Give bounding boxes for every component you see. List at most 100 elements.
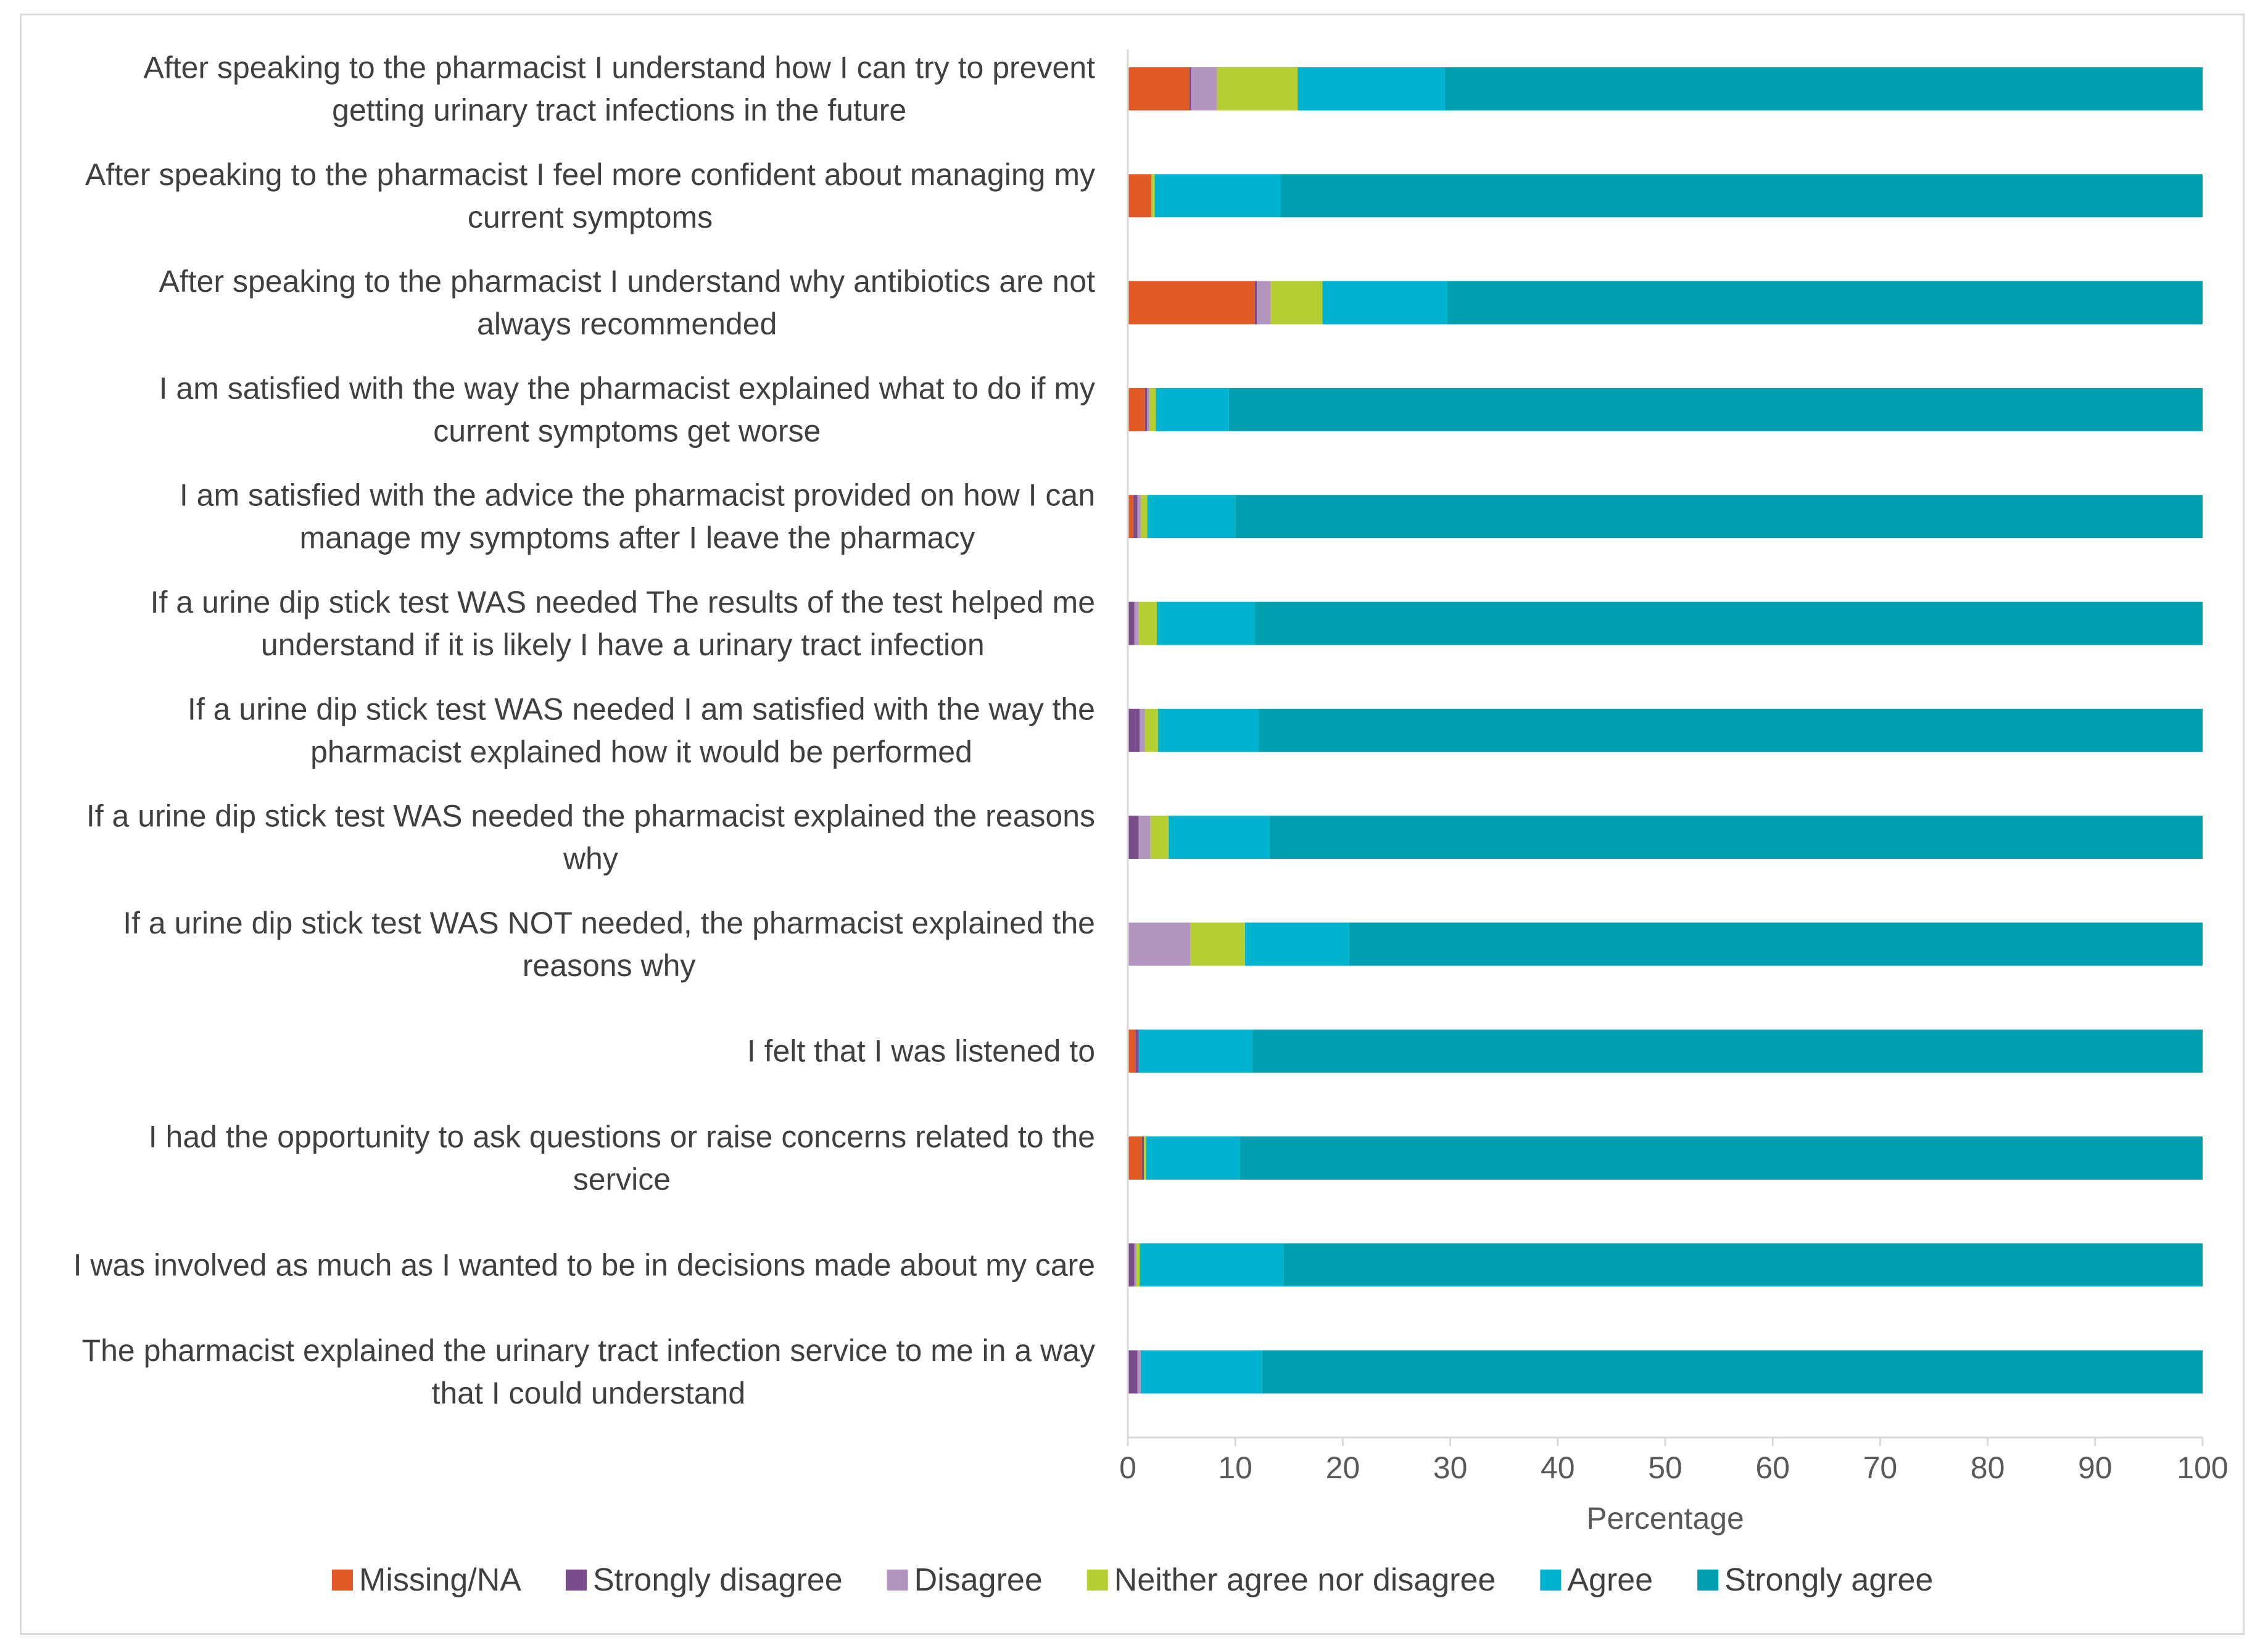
bar-segment-row4-series5 [1235,495,2203,539]
bar-segment-row12-series5 [1262,1350,2203,1394]
bar-segment-row1-series3 [1151,174,1155,218]
bar-segment-row8-series4 [1244,922,1349,966]
bar-segment-row1-series0 [1128,174,1152,218]
bar-segment-row6-series1 [1128,708,1140,752]
bar-segment-row10-series3 [1144,1136,1146,1180]
bar-segment-row11-series5 [1283,1243,2203,1287]
bar-segment-row5-series4 [1157,602,1255,645]
x-tick-label-0: 0 [1119,1450,1136,1485]
bar-segment-row11-series1 [1128,1243,1135,1287]
category-label-4-line-0: I am satisfied with the advice the pharm… [180,478,1095,513]
bar-segment-row1-series5 [1280,174,2203,218]
bar-segment-row2-series3 [1270,281,1323,325]
x-tick-label-9: 90 [2078,1450,2113,1485]
bar-segment-row8-series3 [1190,922,1245,966]
category-label-7-line-0: If a urine dip stick test WAS needed the… [86,799,1095,834]
x-tick-label-8: 80 [1971,1450,2005,1485]
category-label-5-line-1: understand if it is likely I have a urin… [261,627,985,662]
bar-segment-row6-series4 [1157,708,1259,752]
bar-segment-row0-series2 [1191,67,1217,110]
x-axis: 0 10 20 30 40 50 60 70 80 90 100 [1119,49,2229,1485]
category-label-6-line-1: pharmacist explained how it would be per… [310,734,972,769]
bar-segment-row2-series2 [1257,281,1271,325]
bar-segment-row12-series2 [1137,1350,1141,1394]
legend-label-3: Neither agree nor disagree [1114,1562,1496,1598]
bar-segment-row6-series3 [1144,708,1158,752]
bar-segment-row4-series0 [1128,495,1133,539]
x-tick-label-10: 100 [2177,1450,2228,1485]
bar-segment-row9-series4 [1138,1029,1253,1073]
bar-segment-row4-series3 [1140,495,1148,539]
x-tick-label-7: 70 [1863,1450,1898,1485]
bar-segment-row10-series1 [1141,1136,1144,1180]
legend-swatch-2 [887,1570,908,1591]
legend-swatch-0 [332,1570,353,1591]
bar-segment-row3-series3 [1149,387,1156,431]
x-tick-label-1: 10 [1218,1450,1252,1485]
bar-segment-row5-series5 [1254,602,2203,645]
category-label-6-line-0: If a urine dip stick test WAS needed I a… [188,692,1095,726]
bar-segment-row1-series4 [1154,174,1281,218]
legend-label-4: Agree [1567,1562,1653,1598]
bar-segment-row5-series1 [1128,602,1135,645]
bar-segment-row0-series3 [1217,67,1298,110]
x-tick-label-3: 30 [1433,1450,1468,1485]
category-label-2-line-1: always recommended [477,307,777,341]
category-label-11-line-0: I was involved as much as I wanted to be… [73,1248,1095,1282]
category-label-1-line-1: current symptoms [468,200,713,234]
category-label-10-line-1: service [573,1162,671,1197]
bar-segment-row10-series4 [1146,1136,1240,1180]
bar-segment-row4-series1 [1133,495,1138,539]
bar-segment-row7-series3 [1150,816,1169,859]
bar-segment-row9-series5 [1252,1029,2203,1073]
category-label-9-line-0: I felt that I was listened to [747,1034,1095,1069]
legend-label-1: Strongly disagree [593,1562,843,1598]
category-label-0-line-0: After speaking to the pharmacist I under… [143,51,1095,85]
bar-segment-row5-series2 [1134,602,1139,645]
bar-segment-row2-series0 [1128,281,1255,325]
bar-segment-row0-series1 [1189,67,1191,110]
bar-segment-row8-series5 [1349,922,2203,966]
category-label-0-line-1: getting urinary tract infections in the … [332,93,906,128]
category-label-8-line-1: reasons why [523,948,696,983]
bar-segment-row3-series5 [1228,387,2203,431]
legend: Missing/NA Strongly disagree Disagree Neith… [332,1562,1933,1598]
bar-segment-row0-series0 [1128,67,1190,110]
bar-segment-row10-series0 [1128,1136,1142,1180]
bar-segment-row9-series1 [1135,1029,1139,1073]
bar-segment-row12-series1 [1128,1350,1138,1394]
bar-segment-row0-series4 [1297,67,1445,110]
bars-group [1128,67,2203,1394]
bar-segment-row3-series1 [1144,387,1148,431]
bar-segment-row3-series0 [1128,387,1145,431]
x-tick-label-4: 40 [1541,1450,1575,1485]
bar-segment-row2-series5 [1447,281,2203,325]
category-label-4-line-1: manage my symptoms after I leave the pha… [299,521,975,555]
legend-swatch-3 [1086,1570,1108,1591]
bar-segment-row2-series4 [1322,281,1447,325]
legend-label-2: Disagree [914,1562,1043,1598]
bar-segment-row12-series4 [1140,1350,1262,1394]
bar-segment-row11-series4 [1140,1243,1284,1287]
legend-swatch-5 [1697,1570,1719,1591]
bar-segment-row6-series2 [1140,708,1145,752]
category-label-7-line-1: why [563,842,618,876]
category-label-8-line-0: If a urine dip stick test WAS NOT needed… [123,906,1095,940]
bar-segment-row3-series2 [1147,387,1149,431]
legend-swatch-4 [1540,1570,1562,1591]
bar-segment-row7-series1 [1128,816,1139,859]
x-tick-label-6: 60 [1755,1450,1790,1485]
bar-segment-row9-series0 [1128,1029,1136,1073]
bar-segment-row7-series5 [1269,816,2203,859]
bar-segment-row3-series4 [1156,387,1229,431]
category-label-2-line-0: After speaking to the pharmacist I under… [159,264,1095,299]
legend-label-0: Missing/NA [359,1562,521,1598]
x-tick-label-5: 50 [1648,1450,1682,1485]
bar-segment-row7-series2 [1138,816,1151,859]
legend-swatch-1 [565,1570,587,1591]
bar-segment-row0-series5 [1444,67,2203,110]
category-label-5-line-0: If a urine dip stick test WAS needed The… [151,585,1095,619]
bar-segment-row4-series2 [1137,495,1141,539]
category-label-1-line-0: After speaking to the pharmacist I feel … [85,157,1095,192]
